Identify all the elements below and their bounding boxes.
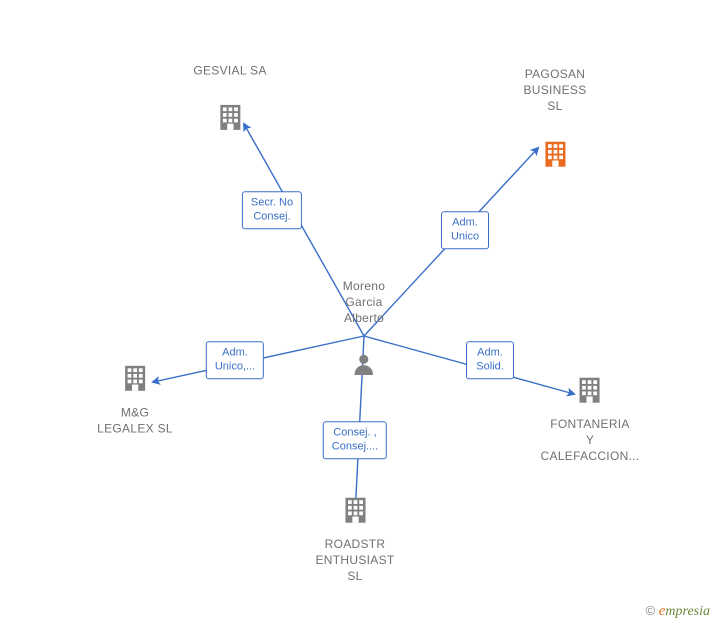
center-node[interactable]: Moreno Garcia Alberto — [343, 278, 386, 382]
building-icon — [120, 380, 150, 397]
node-label: FONTANERIA Y CALEFACCION... — [541, 416, 640, 465]
edge-label[interactable]: Consej. , Consej.... — [323, 421, 387, 459]
edge-label[interactable]: Secr. No Consej. — [242, 191, 302, 229]
node-pagosan[interactable]: PAGOSAN BUSINESS SL — [523, 66, 586, 174]
copyright-symbol: © — [646, 603, 656, 618]
node-label: ROADSTR ENTHUSIAST SL — [315, 536, 394, 585]
node-label: Moreno Garcia Alberto — [343, 278, 386, 327]
person-icon — [351, 364, 377, 381]
node-fontaneria[interactable]: FONTANERIA Y CALEFACCION... — [541, 375, 640, 465]
node-label: GESVIAL SA — [193, 62, 266, 78]
edge-label[interactable]: Adm. Solid. — [466, 341, 514, 379]
node-label: M&G LEGALEX SL — [97, 404, 173, 436]
building-icon — [340, 512, 370, 529]
building-icon — [215, 120, 245, 137]
building-icon — [575, 392, 605, 409]
node-roadstr[interactable]: ROADSTR ENTHUSIAST SL — [315, 495, 394, 585]
edge-label[interactable]: Adm. Unico,... — [206, 341, 264, 379]
credit-brand-rest: mpresia — [665, 604, 710, 619]
node-gesvial[interactable]: GESVIAL SA — [193, 62, 266, 137]
credit-watermark: © empresia — [646, 603, 710, 620]
diagram-canvas: Secr. No Consej. Adm. Unico Adm. Solid. Con… — [0, 0, 728, 630]
node-legalex[interactable]: M&G LEGALEX SL — [97, 363, 173, 436]
edge-label[interactable]: Adm. Unico — [441, 211, 489, 249]
node-label: PAGOSAN BUSINESS SL — [523, 66, 586, 115]
building-icon — [540, 156, 570, 173]
